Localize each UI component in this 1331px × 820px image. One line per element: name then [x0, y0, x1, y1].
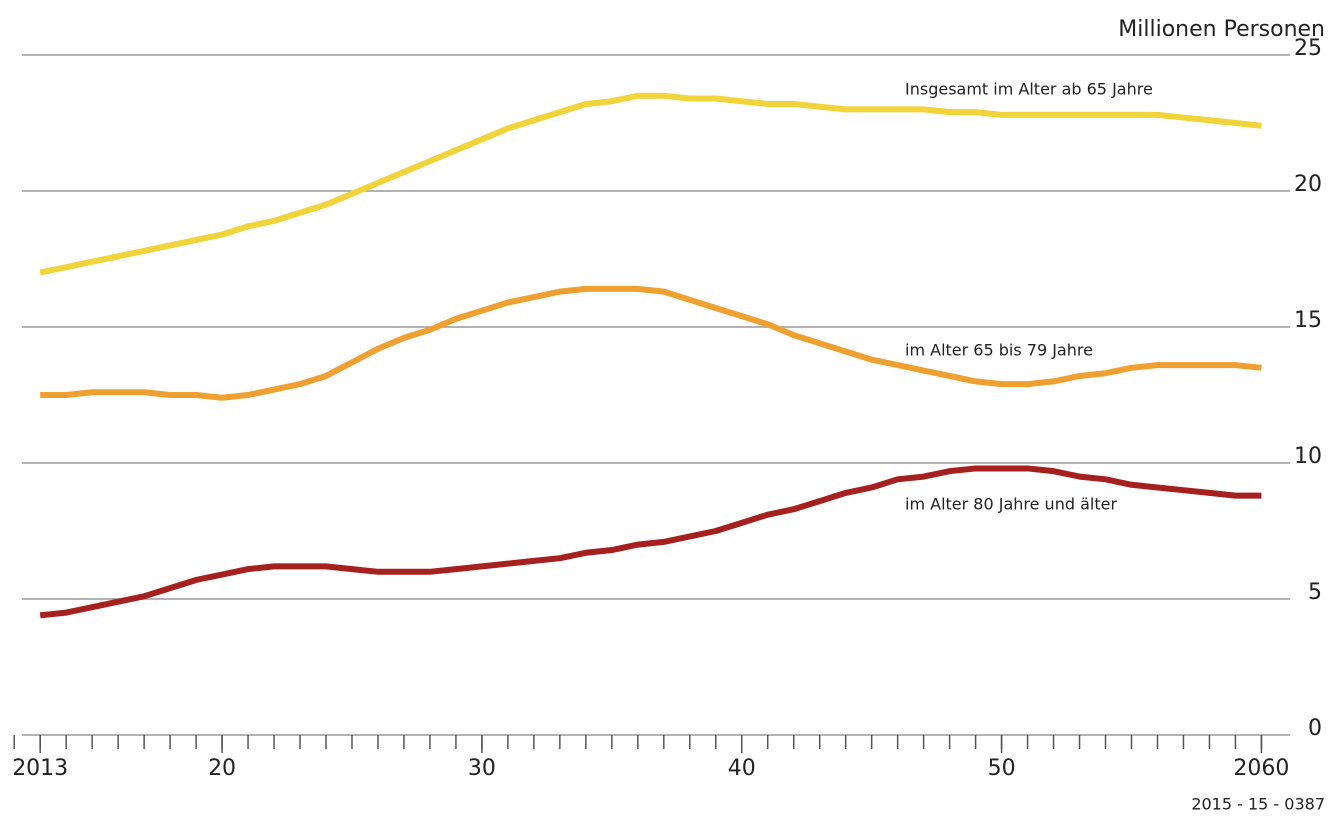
series-line	[39, 92, 1262, 276]
y-tick-label: 0	[1308, 716, 1322, 741]
x-tick-label: 40	[728, 756, 756, 781]
series-line	[40, 285, 1262, 401]
series-label: im Alter 65 bis 79 Jahre	[905, 341, 1093, 360]
x-tick-label: 2060	[1233, 756, 1289, 781]
source: 2015 - 15 - 0387	[1191, 795, 1325, 814]
y-axis-label: Millionen Personen	[1118, 17, 1325, 42]
series-line	[39, 465, 1262, 619]
series-label: Insgesamt im Alter ab 65 Jahre	[905, 80, 1153, 99]
y-tick-label: 15	[1294, 308, 1322, 333]
y-tick-label: 10	[1294, 444, 1322, 469]
y-tick-label: 25	[1294, 36, 1322, 61]
y-tick-label: 5	[1308, 580, 1322, 605]
x-tick-label: 20	[208, 756, 236, 781]
x-tick-label: 30	[468, 756, 496, 781]
x-tick-label: 50	[988, 756, 1016, 781]
x-tick-label: 2013	[12, 756, 68, 781]
series-label: im Alter 80 Jahre und älter	[905, 495, 1117, 514]
y-tick-label: 20	[1294, 172, 1322, 197]
